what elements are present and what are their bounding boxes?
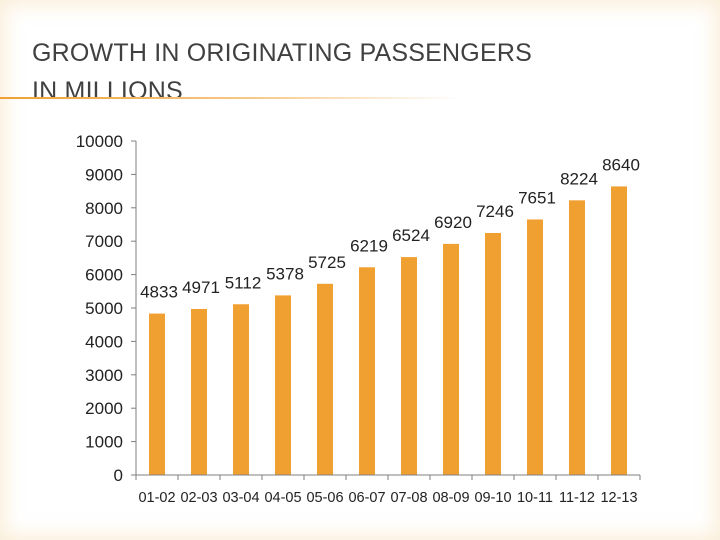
data-labels: 4833 4971 5112 5378572562196524692072467651… — [140, 155, 640, 301]
bar — [233, 304, 249, 475]
data-label: 8224 — [560, 169, 598, 188]
chart-axes — [135, 141, 641, 480]
bar — [359, 267, 375, 475]
y-tick-label: 6000 — [85, 266, 123, 285]
x-tick-label: 12-13 — [600, 490, 637, 506]
x-tick-label: 02-03 — [180, 490, 217, 506]
y-tick-label: 1000 — [85, 433, 123, 452]
bar — [275, 295, 291, 475]
data-label: 4971 — [182, 278, 220, 297]
bar — [443, 243, 459, 475]
bar — [317, 283, 333, 475]
x-tick-label: 05-06 — [306, 490, 343, 506]
bar — [401, 257, 417, 475]
x-tick-label: 06-07 — [348, 490, 385, 506]
y-tick-label: 9000 — [85, 165, 123, 184]
data-label: 6524 — [392, 226, 430, 245]
x-tick-label: 09-10 — [474, 490, 511, 506]
data-label: 5112 — [225, 273, 262, 292]
x-tick-label: 01-02 — [138, 490, 175, 506]
y-axis: 0 1000 2000 3000 4000 5000 6000 7000 8000 9000 100… — [76, 132, 136, 485]
y-tick-label: 0 — [114, 466, 123, 485]
x-tick-label: 11-12 — [559, 490, 595, 506]
x-tick-label: 07-08 — [390, 490, 427, 506]
y-tick-label: 4000 — [85, 332, 123, 351]
data-label: 8640 — [602, 155, 640, 174]
bar — [527, 219, 543, 475]
y-tick-label: 10000 — [76, 132, 123, 151]
data-label: 4833 — [140, 283, 178, 302]
y-tick-label: 5000 — [85, 299, 123, 318]
bar — [611, 186, 627, 475]
bar — [569, 200, 585, 475]
x-tick-label: 04-05 — [264, 490, 301, 506]
data-label: 7651 — [518, 188, 556, 207]
x-tick-label: 10-11 — [517, 490, 553, 506]
data-label: 6920 — [434, 213, 472, 232]
slide-title: GROWTH IN ORIGINATING PASSENGERS IN MILL… — [32, 39, 532, 105]
x-tick-label: 08-09 — [432, 490, 469, 506]
title-underline — [0, 97, 460, 99]
bar — [485, 232, 501, 475]
bar-series — [149, 186, 627, 475]
y-tick-label: 7000 — [85, 232, 123, 251]
x-tick-label: 03-04 — [222, 490, 259, 506]
y-tick-label: 2000 — [85, 399, 123, 418]
bar — [191, 308, 207, 475]
y-tick-label: 8000 — [85, 199, 123, 218]
y-tick-label: 3000 — [85, 366, 123, 385]
bar — [149, 313, 165, 475]
x-axis: 01-02 02-03 03-04 04-05 05-06 06-07 07-08 08-09… — [138, 490, 637, 506]
data-label: 6219 — [350, 236, 388, 255]
data-label: 5725 — [308, 253, 346, 272]
data-label: 7246 — [476, 202, 514, 221]
slide-header: GROWTH IN ORIGINATING PASSENGERS IN MILL… — [32, 34, 612, 110]
data-label: 5378 — [266, 264, 304, 283]
